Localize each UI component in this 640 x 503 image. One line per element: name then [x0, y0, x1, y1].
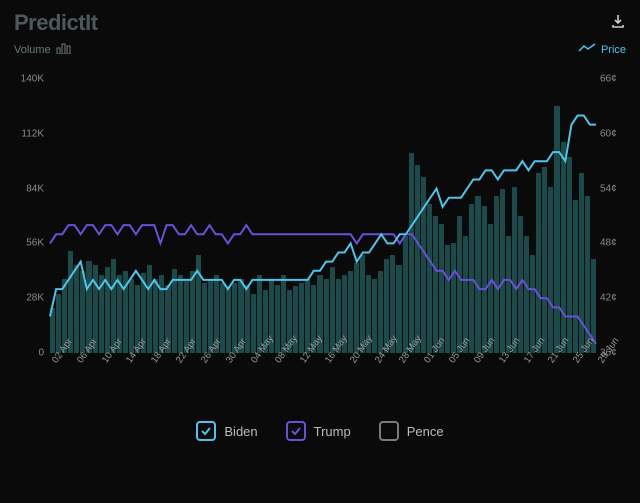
line-icon	[578, 43, 596, 56]
subheader: Volume Price	[0, 40, 640, 63]
price-label: Price	[578, 43, 626, 56]
header: PredictIt	[0, 0, 640, 40]
volume-label: Volume	[14, 42, 74, 57]
download-icon[interactable]	[610, 13, 626, 34]
ytick-right: 48¢	[600, 238, 617, 249]
logo-prefix: Predict	[14, 10, 85, 35]
price-text: Price	[601, 44, 626, 56]
y-axis-price: 36¢42¢48¢54¢60¢66¢	[598, 79, 626, 353]
ytick-right: 42¢	[600, 293, 617, 304]
legend-trump[interactable]: Trump	[286, 421, 351, 441]
legend-pence[interactable]: Pence	[379, 421, 444, 441]
checkbox-biden[interactable]	[196, 421, 216, 441]
volume-text: Volume	[14, 44, 51, 56]
x-axis: 02 Apr06 Apr10 Apr14 Apr18 Apr22 Apr26 A…	[50, 355, 596, 409]
ytick-left: 84K	[26, 183, 44, 194]
chart: 028K56K84K112K140K 36¢42¢48¢54¢60¢66¢ 02…	[14, 69, 626, 409]
legend-biden[interactable]: Biden	[196, 421, 257, 441]
checkbox-pence[interactable]	[379, 421, 399, 441]
plot-area	[50, 79, 596, 353]
ytick-right: 66¢	[600, 74, 617, 85]
legend-biden-label: Biden	[224, 424, 257, 439]
ytick-left: 0	[38, 348, 44, 359]
legend-pence-label: Pence	[407, 424, 444, 439]
ytick-left: 140K	[21, 74, 44, 85]
legend: Biden Trump Pence	[0, 409, 640, 455]
line-trump	[50, 225, 596, 344]
y-axis-volume: 028K56K84K112K140K	[14, 79, 46, 353]
ytick-right: 54¢	[600, 183, 617, 194]
ytick-left: 28K	[26, 293, 44, 304]
checkbox-trump[interactable]	[286, 421, 306, 441]
legend-trump-label: Trump	[314, 424, 351, 439]
logo-suffix: It	[85, 10, 97, 35]
ytick-right: 60¢	[600, 128, 617, 139]
price-lines	[50, 79, 596, 353]
ytick-left: 56K	[26, 238, 44, 249]
bar-icon	[56, 42, 74, 57]
ytick-left: 112K	[21, 128, 44, 139]
logo: PredictIt	[14, 10, 98, 36]
